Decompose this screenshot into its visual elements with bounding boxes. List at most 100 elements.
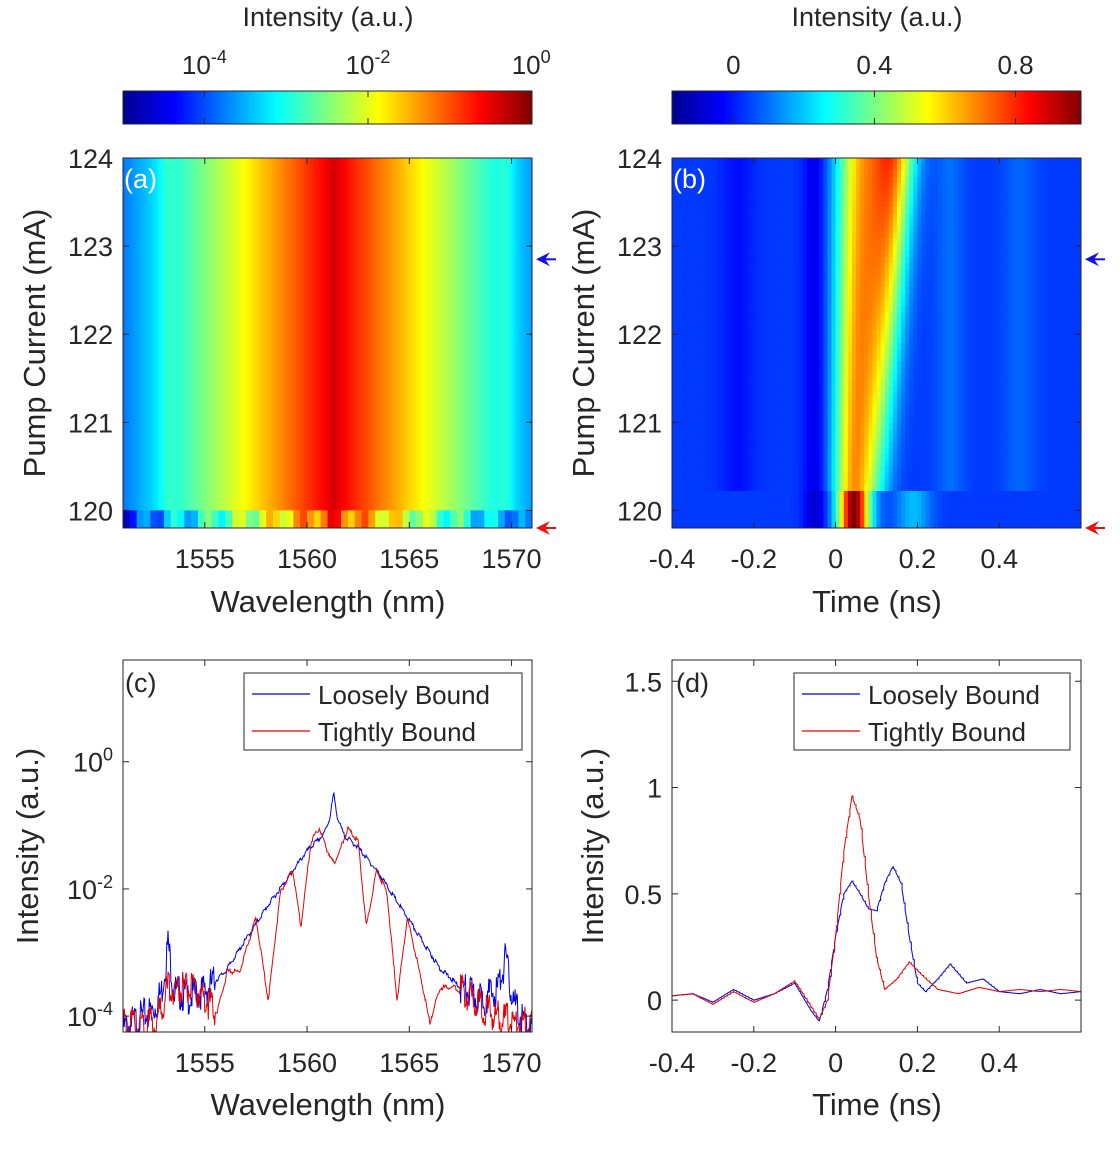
panel-b-cell (753, 293, 759, 301)
panel-b-cell (896, 269, 902, 276)
panel-b-cell (745, 250, 751, 258)
panel-b-cell (1007, 250, 1013, 258)
panel-b-cell (864, 250, 869, 258)
panel-b-cell (880, 164, 886, 171)
panel-a-column (453, 158, 457, 528)
panel-b-cell (761, 164, 767, 171)
panel-b-cell (933, 182, 939, 190)
panel-b-cell (716, 201, 722, 208)
panel-b-cell (778, 262, 784, 270)
panel-b-cell (933, 188, 939, 196)
panel-b-cell (892, 386, 898, 393)
panel-b-cell (933, 287, 939, 295)
panel-b-cell (823, 281, 829, 289)
panel-b-cell (1044, 324, 1049, 332)
panel-b-cell (876, 367, 882, 375)
panel-b-cell (729, 343, 734, 350)
panel-b-cell (978, 164, 984, 171)
panel-b-cell (802, 373, 808, 381)
panel-b-cell (708, 275, 714, 282)
panel-b-cell (737, 195, 743, 202)
panel-b-cell (917, 250, 923, 258)
panel-a-column (289, 158, 294, 528)
panel-b-cell (843, 349, 849, 356)
panel-b-cell (1072, 225, 1078, 233)
panel-b-cell (933, 281, 939, 289)
panel-b-cell (860, 225, 865, 233)
panel-b-cell (716, 355, 722, 363)
panel-b-cell (1036, 330, 1041, 338)
panel-b-cell (676, 392, 681, 400)
panel-b-cell (941, 188, 947, 196)
panel-b-cell (946, 318, 951, 326)
panel-b-cell (880, 429, 886, 437)
panel-b-cell (680, 306, 685, 313)
panel-b-cell (937, 349, 943, 356)
panel-a-column (304, 158, 308, 528)
panel-b-cell (774, 164, 779, 171)
panel-b-cell (1072, 287, 1078, 295)
panel-b-cell (1052, 355, 1058, 363)
panel-b-cell (794, 306, 800, 313)
panel-b-cell (794, 293, 800, 301)
panel-b-cell (966, 398, 972, 406)
panel-b-cell (974, 176, 980, 184)
panel-b-cell (704, 330, 710, 338)
panel-b-cell (827, 201, 833, 208)
panel-b-cell (999, 213, 1004, 221)
panel-b-cell (1023, 373, 1029, 381)
panel-b-cell (856, 207, 861, 215)
panel-b-cell (688, 232, 694, 239)
panel-b-cell (876, 158, 882, 165)
panel-b-cell (970, 170, 976, 178)
panel-b-cell (684, 225, 689, 233)
panel-b-cell (925, 312, 931, 319)
panel-b-cell (1056, 312, 1062, 319)
panel-b-cell (802, 423, 808, 430)
panel-b-cell (819, 349, 824, 356)
panel-b-cell (876, 176, 882, 184)
panel-b-cell (1003, 201, 1008, 208)
panel-b-cell (917, 398, 923, 406)
panel-b-cell (999, 269, 1004, 276)
panel-b-cell (827, 262, 833, 270)
panel-b-cell (798, 367, 804, 375)
panel-b-cell (774, 195, 779, 202)
panel-b-cell (680, 207, 685, 215)
panel-b-cell (749, 417, 755, 424)
panel-b-cell (1072, 244, 1078, 252)
panel-b-cell (831, 429, 837, 437)
panel-b-cell (815, 386, 820, 393)
panel-b-cell (1011, 380, 1017, 387)
panel-b-cell (1040, 188, 1045, 196)
panel-b-cell (876, 324, 882, 332)
panel-b-cell (843, 343, 849, 350)
panel-b-cell (1072, 404, 1078, 412)
panel-b-cell (970, 275, 976, 282)
panel-b-cell (856, 256, 861, 264)
panel-b-cell (995, 435, 1000, 443)
panel-b-cell (823, 336, 829, 344)
panel-b-cell (737, 429, 743, 437)
panel-b-cell (692, 336, 698, 344)
panel-b-cell (901, 281, 906, 289)
panel-b-cell (982, 318, 988, 326)
panel-b-cell (676, 170, 681, 178)
panel-a-strip (341, 510, 349, 528)
panel-b-cell (733, 367, 739, 375)
panel-b-cell (806, 349, 812, 356)
panel-b-cell (925, 225, 931, 233)
panel-b-cell (786, 188, 792, 196)
panel-b-cell (1052, 312, 1058, 319)
panel-b-cell (676, 336, 681, 344)
panel-b-cell (672, 201, 677, 208)
panel-b-cell (684, 176, 689, 184)
panel-b-cell (839, 158, 845, 165)
panel-b-cell (831, 219, 837, 227)
panel-a-column (315, 158, 320, 528)
panel-a-strip (300, 510, 308, 528)
panel-b-cell (729, 213, 734, 221)
panel-b-cell (835, 299, 841, 307)
panel-b-cell (725, 410, 730, 418)
panel-b-cell (970, 410, 976, 418)
